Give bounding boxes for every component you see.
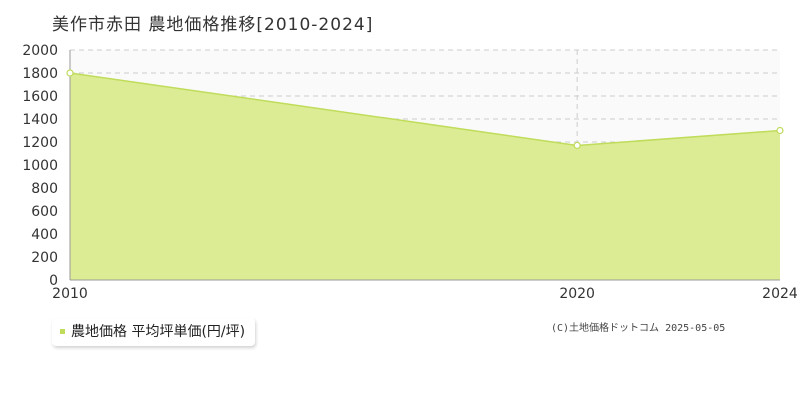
marker-layer (66, 69, 784, 150)
area-chart: 0 200 400 600 800 1000 1200 1400 1600 1800 2000 201… (22, 43, 798, 302)
data-point (573, 141, 581, 150)
y-tick-label: 600 (31, 204, 58, 220)
x-tick-label: 2024 (762, 286, 798, 302)
series-area (70, 73, 780, 280)
copyright-credit: (C)土地価格ドットコム 2025-05-05 (551, 323, 726, 334)
y-tick-label: 400 (31, 227, 58, 243)
legend-label: 農地価格 平均坪単価(円/坪) (71, 324, 246, 340)
y-tick-label: 1400 (22, 112, 58, 128)
chart-title: 美作市赤田 農地価格推移[2010-2024] (52, 15, 374, 35)
y-tick-label: 1200 (22, 135, 58, 151)
y-tick-label: 1800 (22, 66, 58, 82)
legend: 農地価格 平均坪単価(円/坪) (52, 318, 256, 346)
y-tick-label: 200 (31, 250, 58, 266)
data-point (66, 69, 74, 77)
data-point (776, 126, 784, 135)
x-tick-label: 2020 (559, 286, 595, 302)
y-tick-label: 2000 (22, 43, 58, 59)
x-tick-label: 2010 (52, 286, 88, 302)
legend-swatch (60, 328, 65, 334)
y-tick-label: 1000 (22, 158, 58, 174)
y-tick-label: 800 (31, 181, 58, 197)
tick-layer: 0 200 400 600 800 1000 1200 1400 1600 1800 2000 201… (22, 43, 798, 302)
axis-layer (69, 50, 780, 281)
y-tick-label: 0 (49, 273, 58, 289)
y-tick-label: 1600 (22, 89, 58, 105)
